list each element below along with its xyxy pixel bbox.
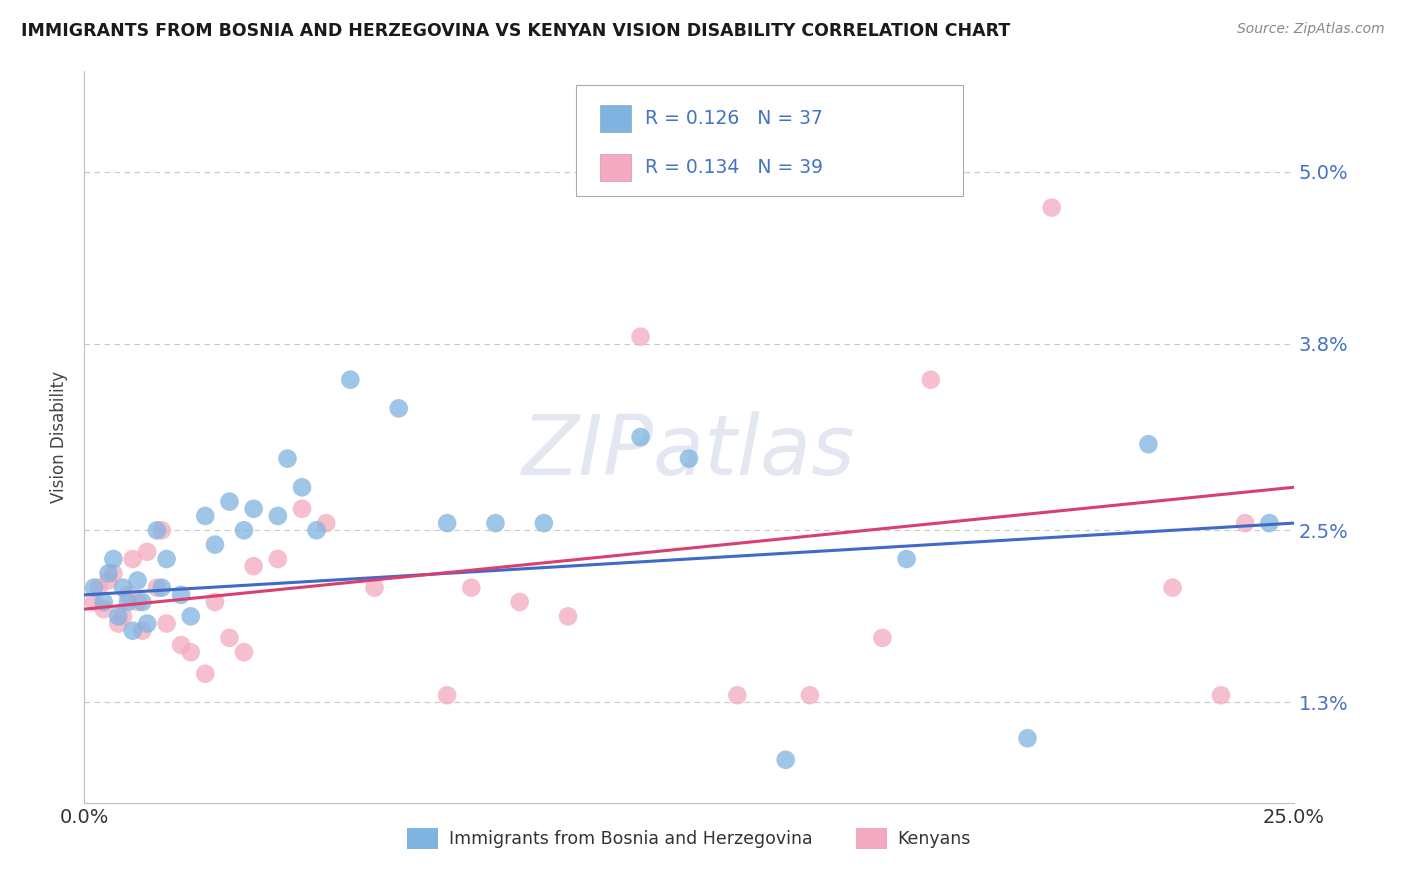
Point <box>97 574 120 588</box>
Point <box>170 588 193 602</box>
Point <box>180 609 202 624</box>
Point <box>276 451 298 466</box>
Point <box>315 516 337 530</box>
Point <box>896 552 918 566</box>
Text: R = 0.126   N = 37: R = 0.126 N = 37 <box>645 109 824 128</box>
Point <box>267 552 290 566</box>
Point <box>1258 516 1281 530</box>
Point <box>363 581 385 595</box>
Y-axis label: Vision Disability: Vision Disability <box>51 371 69 503</box>
Text: Source: ZipAtlas.com: Source: ZipAtlas.com <box>1237 22 1385 37</box>
Point <box>339 373 361 387</box>
Point <box>799 688 821 702</box>
Point <box>557 609 579 624</box>
Point <box>112 581 135 595</box>
Point <box>460 581 482 595</box>
Point <box>146 524 169 538</box>
Point <box>83 595 105 609</box>
Point <box>484 516 506 530</box>
Point <box>233 645 256 659</box>
Point <box>136 545 159 559</box>
Text: ZIP​atlas: ZIP​atlas <box>522 411 856 492</box>
Point <box>388 401 411 416</box>
Point <box>112 609 135 624</box>
Point <box>1161 581 1184 595</box>
Point <box>436 516 458 530</box>
Point <box>1209 688 1232 702</box>
Point <box>127 574 149 588</box>
Text: IMMIGRANTS FROM BOSNIA AND HERZEGOVINA VS KENYAN VISION DISABILITY CORRELATION C: IMMIGRANTS FROM BOSNIA AND HERZEGOVINA V… <box>21 22 1011 40</box>
Point <box>107 609 129 624</box>
Point <box>146 581 169 595</box>
Point <box>1137 437 1160 451</box>
Point <box>194 666 217 681</box>
Point <box>509 595 531 609</box>
Point <box>131 624 153 638</box>
Point <box>436 688 458 702</box>
Point <box>155 616 177 631</box>
Point <box>194 508 217 523</box>
Point <box>121 624 143 638</box>
Point <box>97 566 120 581</box>
Point <box>204 595 226 609</box>
Point <box>233 524 256 538</box>
Point <box>305 524 328 538</box>
Point <box>103 552 125 566</box>
Point <box>1017 731 1039 746</box>
Point <box>872 631 894 645</box>
Point <box>127 595 149 609</box>
Text: R = 0.134   N = 39: R = 0.134 N = 39 <box>645 158 824 178</box>
Point <box>1234 516 1257 530</box>
Point <box>117 595 139 609</box>
Point <box>103 566 125 581</box>
Point <box>630 430 652 444</box>
Point <box>87 581 110 595</box>
Point <box>204 538 226 552</box>
Point <box>725 688 748 702</box>
Point <box>150 524 173 538</box>
Point <box>150 581 173 595</box>
Point <box>136 616 159 631</box>
Point <box>121 552 143 566</box>
Point <box>107 616 129 631</box>
Point <box>920 373 942 387</box>
Point <box>678 451 700 466</box>
Point <box>117 588 139 602</box>
Point <box>218 631 240 645</box>
Point <box>180 645 202 659</box>
Point <box>155 552 177 566</box>
Point <box>131 595 153 609</box>
Point <box>533 516 555 530</box>
Point <box>242 501 264 516</box>
Point <box>291 480 314 494</box>
Point <box>83 581 105 595</box>
Point <box>291 501 314 516</box>
Point <box>93 602 115 616</box>
Point <box>170 638 193 652</box>
Point <box>242 559 264 574</box>
Point <box>218 494 240 508</box>
Point <box>630 329 652 343</box>
Point <box>93 595 115 609</box>
Point <box>1040 201 1063 215</box>
Point <box>775 753 797 767</box>
Point <box>267 508 290 523</box>
Legend: Immigrants from Bosnia and Herzegovina, Kenyans: Immigrants from Bosnia and Herzegovina, … <box>401 822 977 856</box>
